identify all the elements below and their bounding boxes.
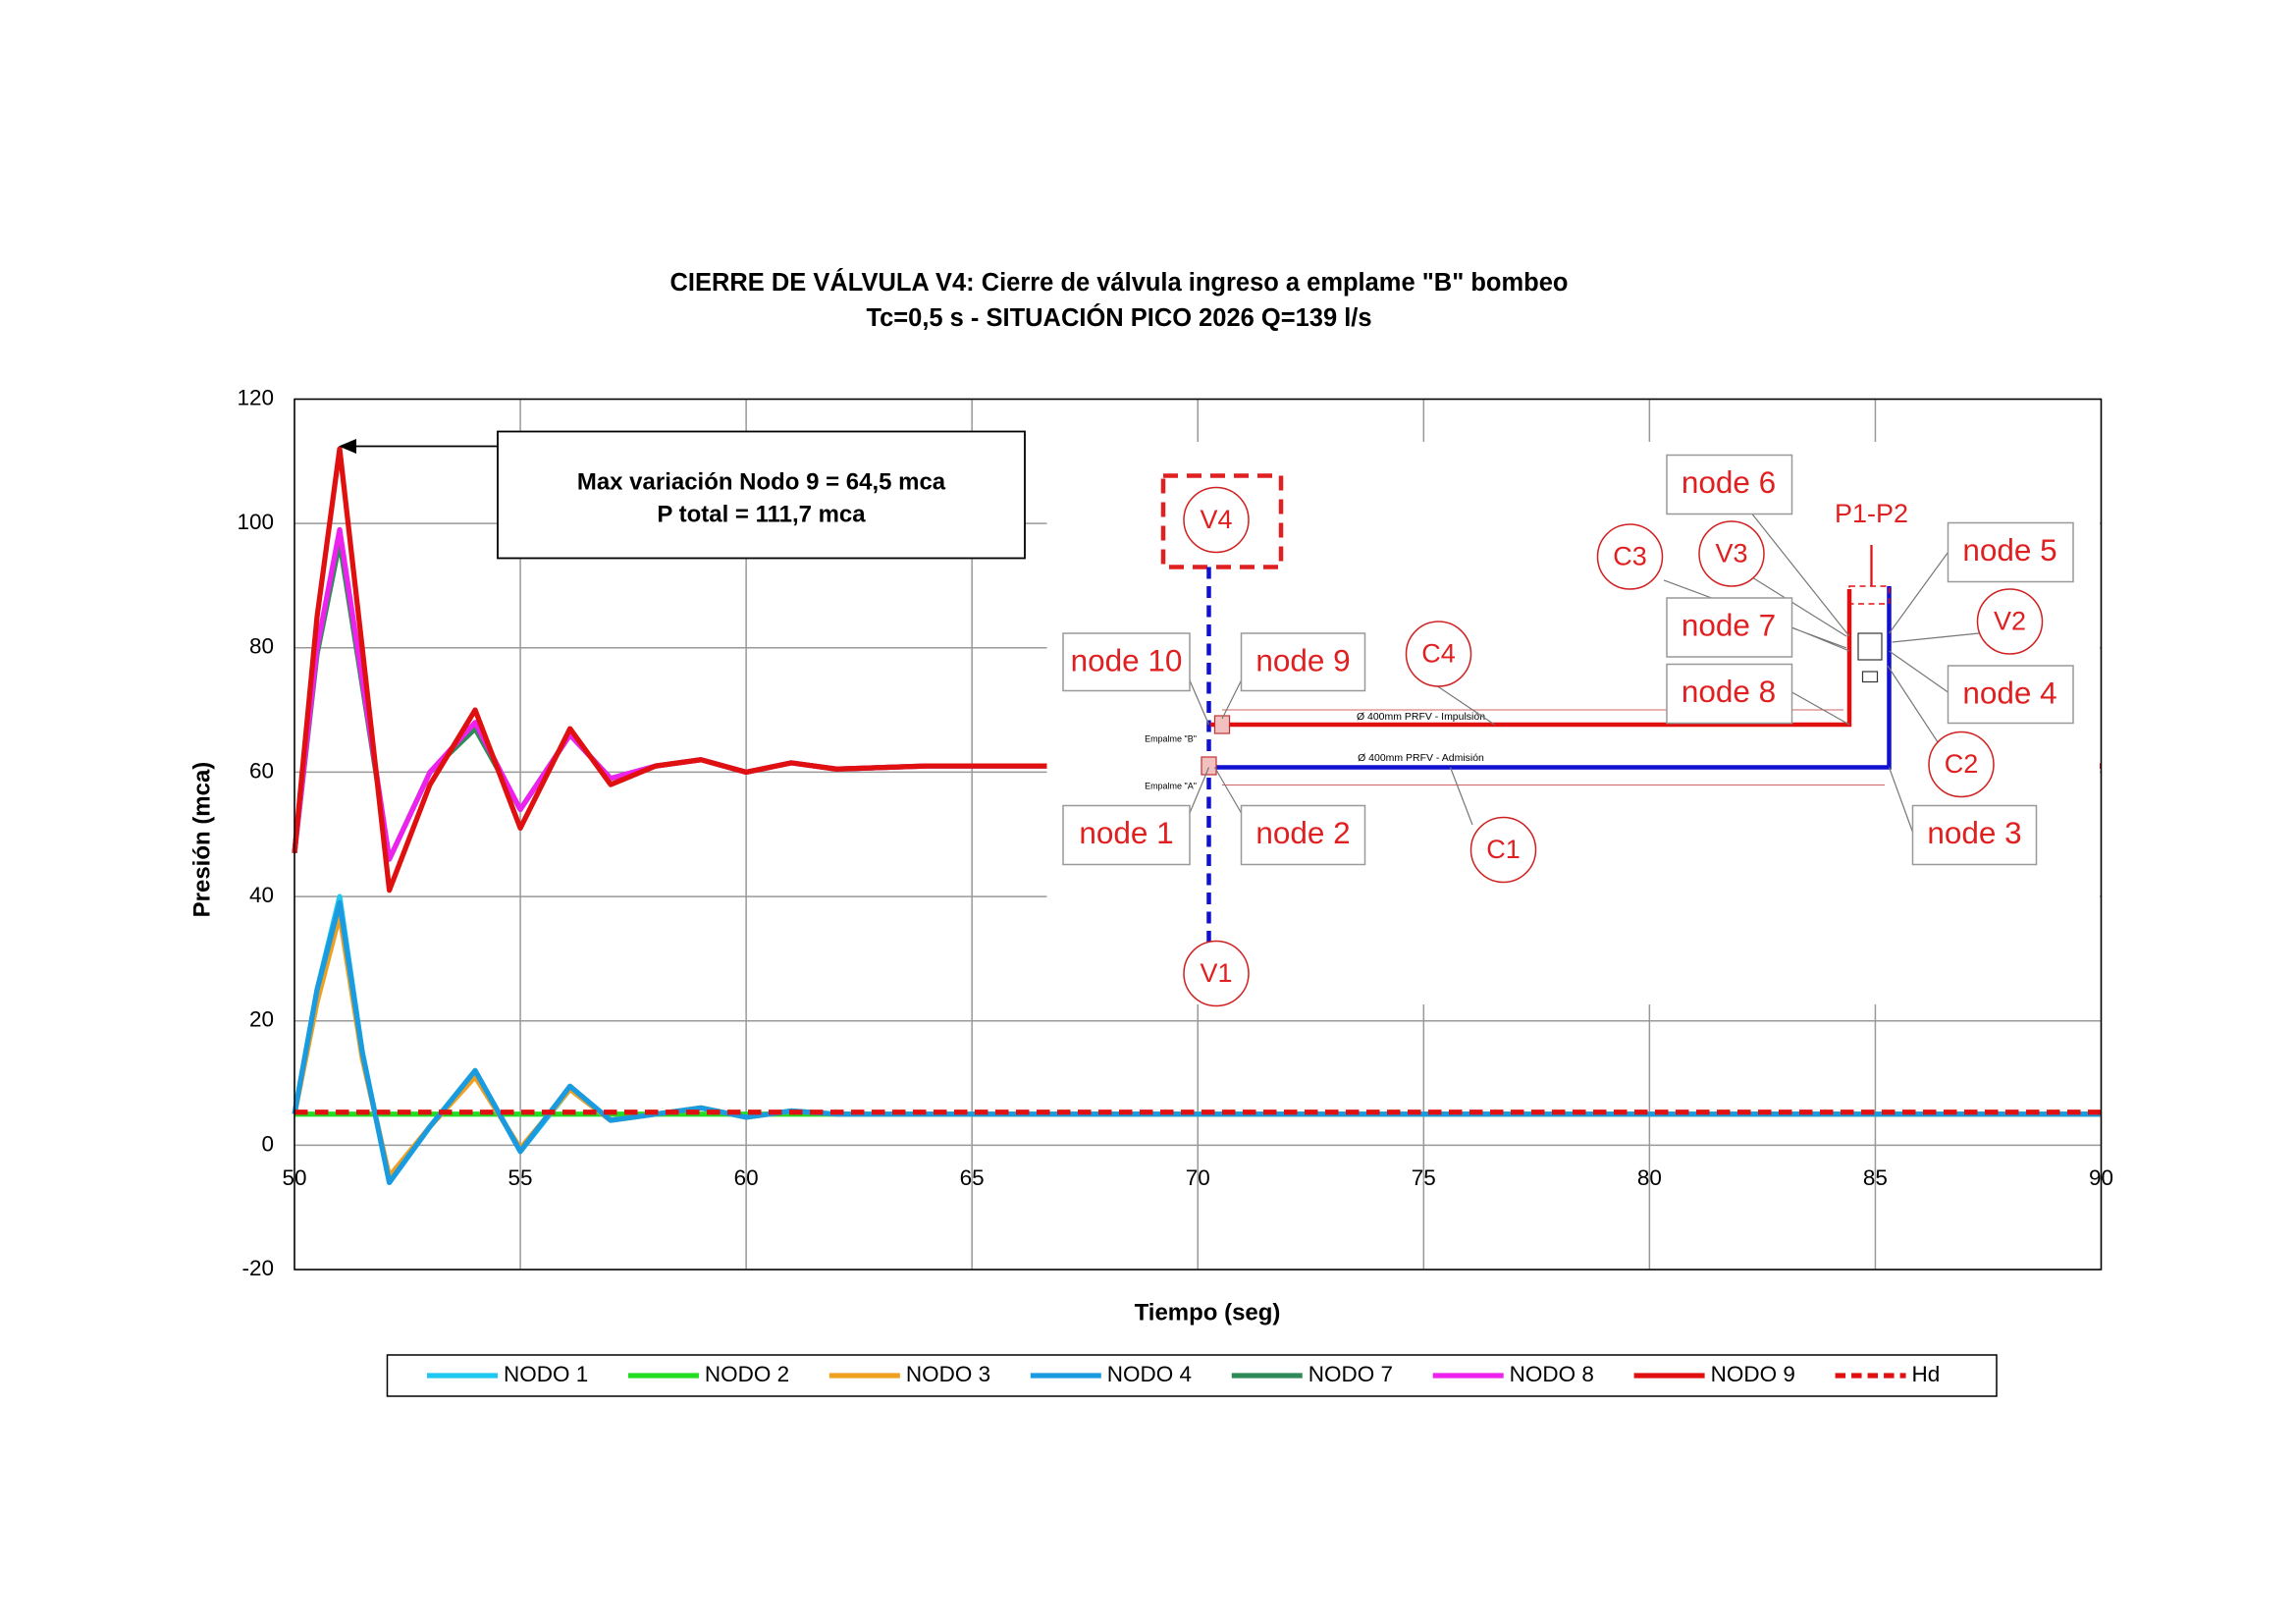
- label-circle: [1698, 520, 1765, 587]
- chart-subtitle: Tc=0,5 s - SITUACIÓN PICO 2026 Q=139 l/s: [866, 302, 1371, 332]
- valve-label: V2: [1994, 607, 2026, 636]
- legend-label: Hd: [1912, 1362, 1941, 1386]
- label-circle: [1183, 486, 1250, 554]
- node-box: [1666, 597, 1793, 658]
- legend-label: NODO 8: [1510, 1362, 1594, 1386]
- label-circle: [1183, 940, 1250, 1007]
- junction: [1213, 715, 1231, 734]
- node-label: node 3: [1927, 815, 2021, 850]
- x-tick-label: 50: [282, 1165, 306, 1190]
- node-box: [1947, 665, 2074, 725]
- node-box: [1666, 454, 1793, 515]
- y-axis-label: Presión (mca): [188, 762, 215, 918]
- valve-label: V4: [1200, 505, 1232, 534]
- annotation-box: [497, 430, 1026, 560]
- x-tick-label: 75: [1412, 1165, 1436, 1190]
- node-label: node 4: [1962, 675, 2056, 710]
- node-box: [1240, 632, 1366, 692]
- node-box: [1666, 663, 1793, 725]
- pipe-label: Ø 400mm PRFV - Admisión: [1358, 753, 1484, 764]
- x-tick-label: 80: [1637, 1165, 1662, 1190]
- pipe-id: C1: [1486, 835, 1521, 864]
- node-label: node 5: [1962, 532, 2056, 568]
- annotation-text: P total = 111,7 mca: [657, 501, 866, 527]
- label-circle: [1469, 816, 1537, 884]
- node-label: node 9: [1255, 642, 1350, 677]
- pump-label: P1-P2: [1835, 499, 1908, 528]
- junction-label: Empalme "B": [1145, 733, 1197, 743]
- plot-frame: [294, 398, 2103, 1271]
- pump-box: [1848, 585, 1891, 605]
- annotation-text: Max variación Nodo 9 = 64,5 mca: [577, 468, 946, 495]
- legend-label: NODO 7: [1308, 1362, 1393, 1386]
- node-box: [1240, 804, 1366, 866]
- legend: NODO 1 NODO 2 NODO 3 NODO 4 NODO 7 NODO 8 NODO…: [386, 1354, 1998, 1397]
- y-tick-label: 20: [249, 1007, 274, 1032]
- node-label: node 1: [1079, 815, 1173, 850]
- x-tick-label: 70: [1186, 1165, 1210, 1190]
- node-label: node 2: [1255, 815, 1350, 850]
- y-tick-label: 40: [249, 883, 274, 907]
- annotation: Max variación Nodo 9 = 64,5 mca P total …: [339, 430, 1026, 560]
- valve-label: V3: [1715, 539, 1747, 568]
- legend-label: NODO 4: [1107, 1362, 1192, 1386]
- node-label: node 6: [1682, 464, 1776, 500]
- node-box: [1062, 804, 1191, 866]
- junction: [1201, 756, 1217, 776]
- x-tick-label: 60: [734, 1165, 759, 1190]
- label-circle: [1405, 621, 1472, 687]
- y-tick-label: 100: [237, 510, 274, 534]
- y-tick-label: 80: [249, 634, 274, 659]
- legend-label: NODO 3: [906, 1362, 990, 1386]
- node-box: [1911, 804, 2038, 866]
- node-label: node 10: [1071, 642, 1183, 677]
- x-tick-label: 55: [508, 1165, 533, 1190]
- x-axis-label: Tiempo (seg): [1135, 1299, 1281, 1326]
- x-tick-label: 85: [1863, 1165, 1888, 1190]
- arrow-head: [339, 438, 357, 454]
- label-circle: [1928, 731, 1995, 798]
- valve-box: [1160, 473, 1284, 569]
- x-tick-label: 65: [960, 1165, 985, 1190]
- valve-label: V1: [1200, 958, 1232, 988]
- pipe-label: Ø 400mm PRFV - Impulsión: [1357, 712, 1485, 723]
- node-box: [1062, 632, 1191, 692]
- chart-title: CIERRE DE VÁLVULA V4: Cierre de válvula …: [670, 268, 1569, 297]
- node-label: node 7: [1682, 607, 1776, 642]
- legend-label: NODO 2: [705, 1362, 789, 1386]
- label-circle: [1596, 523, 1664, 590]
- legend-label: NODO 9: [1711, 1362, 1795, 1386]
- y-tick-label: 120: [237, 385, 274, 409]
- pump: [1861, 671, 1879, 683]
- y-tick-label: 60: [249, 758, 274, 783]
- junction-label: Empalme "A": [1145, 781, 1197, 790]
- y-tick-label: -20: [242, 1256, 274, 1280]
- node-box: [1947, 521, 2074, 583]
- pipe-id: C3: [1613, 542, 1647, 571]
- pipe-id: C4: [1421, 639, 1456, 669]
- node-label: node 8: [1682, 674, 1776, 709]
- x-tick-label: 90: [2089, 1165, 2113, 1190]
- legend-label: NODO 1: [504, 1362, 588, 1386]
- y-tick-label: 0: [261, 1131, 274, 1156]
- pump: [1857, 632, 1883, 661]
- label-circle: [1976, 588, 2044, 655]
- pipe-id: C2: [1945, 749, 1979, 779]
- network-diagram: Empalme "B" Empalme "A" Ø 400mm PRFV - I…: [1046, 441, 2100, 1007]
